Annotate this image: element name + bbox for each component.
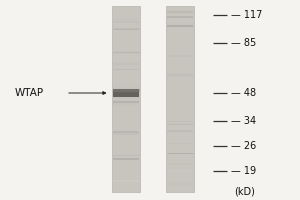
Text: — 117: — 117 (231, 10, 262, 20)
Bar (113, 89, 140, 97)
Text: (kD): (kD) (234, 187, 255, 197)
Text: WTAP: WTAP (15, 88, 44, 98)
Text: — 48: — 48 (231, 88, 256, 98)
Text: — 26: — 26 (231, 141, 256, 151)
Text: — 19: — 19 (231, 166, 256, 176)
Bar (112, 6, 140, 192)
Bar (166, 6, 194, 192)
Text: — 85: — 85 (231, 38, 256, 48)
Text: — 34: — 34 (231, 116, 256, 126)
